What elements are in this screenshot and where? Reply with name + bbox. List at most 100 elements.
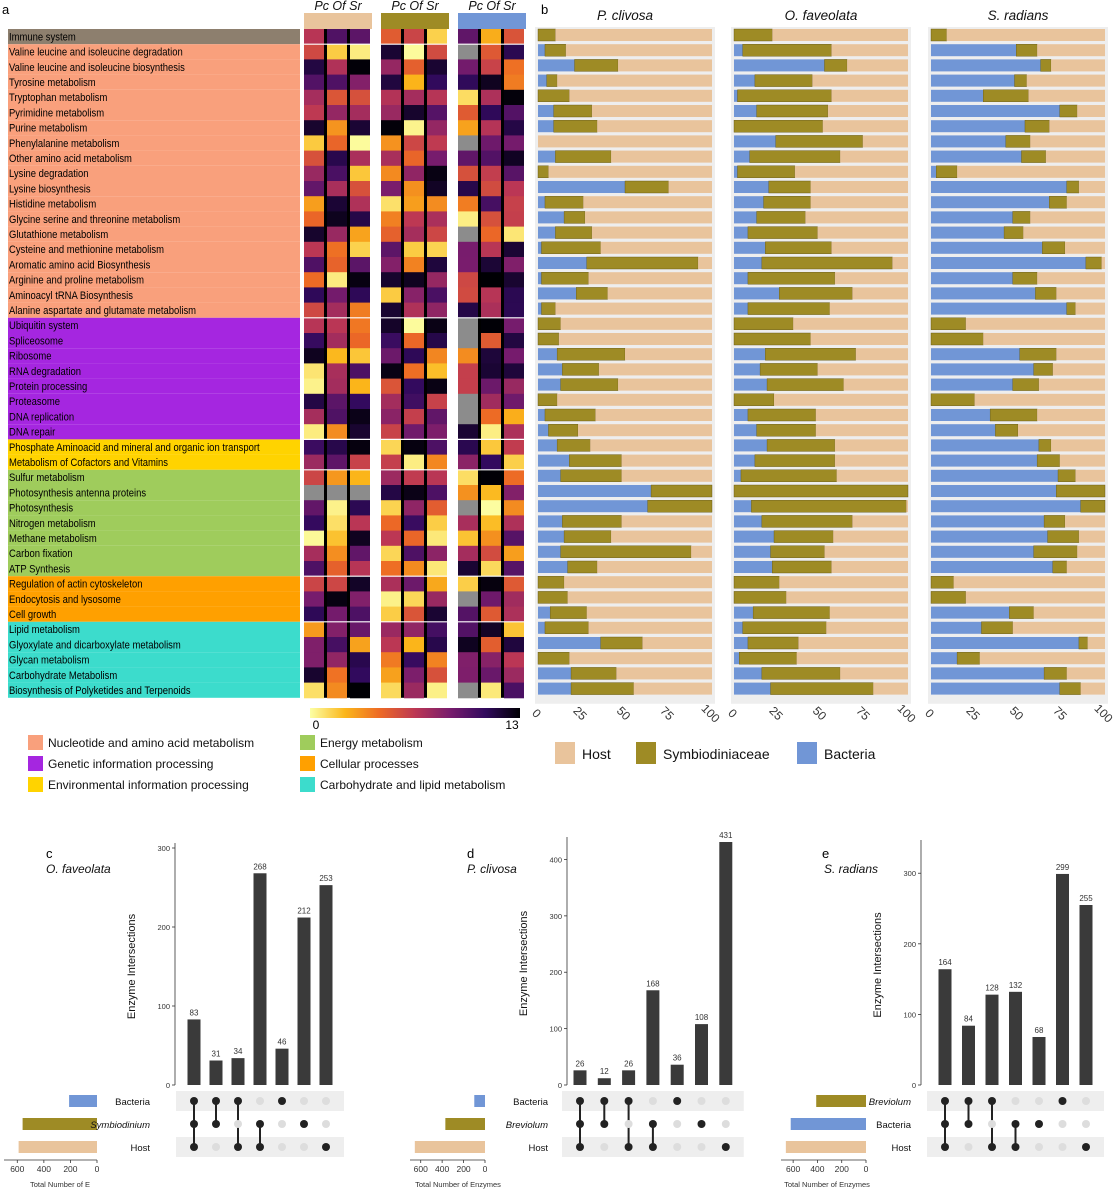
bar-bacteria bbox=[538, 409, 545, 421]
row-label: Sulfur metabolism bbox=[9, 473, 85, 485]
bar-bacteria bbox=[931, 165, 937, 178]
intersection-value-label: 168 bbox=[646, 979, 660, 988]
bar-bacteria bbox=[931, 378, 1013, 391]
matrix-dot bbox=[234, 1143, 242, 1151]
matrix-dot bbox=[322, 1097, 330, 1105]
bar-symbiodiniaceae bbox=[779, 287, 853, 300]
heatmap-cell bbox=[427, 302, 447, 319]
row-label: RNA degradation bbox=[9, 366, 81, 378]
matrix-dot bbox=[256, 1097, 264, 1105]
heatmap-cell bbox=[304, 302, 324, 319]
intersection-value-label: 12 bbox=[600, 1067, 609, 1076]
row-label: Photosynthesis antenna proteins bbox=[9, 488, 146, 500]
bar-host bbox=[600, 241, 712, 254]
bar-bacteria bbox=[931, 302, 1067, 315]
bar-bacteria bbox=[931, 439, 1039, 452]
heatmap-cell bbox=[504, 591, 524, 608]
bar-bacteria bbox=[538, 485, 652, 497]
bar-symbiodiniaceae bbox=[752, 606, 830, 619]
bar-symbiodiniaceae bbox=[733, 576, 780, 589]
heatmap-cell bbox=[504, 257, 524, 273]
bar-symbiodiniaceae bbox=[555, 226, 593, 239]
bar-symbiodiniaceae bbox=[537, 317, 561, 330]
bar-host bbox=[1038, 378, 1105, 391]
bar-bacteria bbox=[538, 74, 547, 87]
upset-title: O. faveolata bbox=[46, 862, 111, 876]
intersection-bar bbox=[622, 1070, 636, 1085]
heatmap-cell bbox=[304, 105, 324, 121]
bar-symbiodiniaceae bbox=[1080, 500, 1106, 513]
group-header-label: Pc Of Sr bbox=[391, 0, 439, 13]
matrix-dot bbox=[322, 1120, 330, 1128]
bar-host bbox=[588, 272, 712, 285]
heatmap-cell bbox=[504, 89, 524, 106]
heatmap-cell bbox=[504, 150, 524, 167]
intersection-value-label: 34 bbox=[234, 1047, 243, 1056]
bar-host bbox=[1078, 530, 1105, 543]
heatmap-cell bbox=[350, 226, 370, 243]
heatmap-cell bbox=[427, 606, 447, 623]
bar-bacteria bbox=[931, 485, 1057, 497]
bar-bacteria bbox=[734, 439, 768, 452]
heatmap-cell bbox=[458, 165, 478, 182]
bar-host bbox=[805, 211, 908, 224]
heatmap-cell bbox=[404, 59, 424, 76]
bar-symbiodiniaceae bbox=[739, 652, 797, 665]
bar-symbiodiniaceae bbox=[537, 591, 568, 604]
bar-symbiodiniaceae bbox=[1066, 180, 1080, 194]
bar-symbiodiniaceae bbox=[936, 165, 958, 179]
bar-symbiodiniaceae bbox=[544, 44, 567, 57]
heatmap-cell bbox=[504, 165, 524, 182]
bar-symbiodiniaceae bbox=[563, 530, 612, 543]
intersection-bar bbox=[573, 1070, 587, 1085]
column-divider bbox=[347, 29, 350, 698]
matrix-dot bbox=[1082, 1120, 1090, 1128]
heatmap-cell bbox=[381, 561, 401, 577]
row-label: Spliceosome bbox=[9, 336, 63, 348]
x-tick-label: 75 bbox=[853, 704, 873, 724]
intersection-value-label: 68 bbox=[1035, 1026, 1044, 1035]
heatmap-cell bbox=[504, 302, 524, 319]
heatmap-cell bbox=[304, 135, 324, 152]
heatmap-cell bbox=[381, 485, 401, 501]
heatmap-cell bbox=[381, 44, 401, 60]
panel-a-heatmap: Immune system Valine leucine and isoleuci… bbox=[8, 0, 528, 792]
row-label: Carbohydrate Metabolism bbox=[9, 670, 117, 682]
category-band bbox=[8, 135, 300, 151]
bar-symbiodiniaceae bbox=[742, 621, 827, 634]
heatmap-cell bbox=[381, 272, 401, 288]
category-band bbox=[8, 287, 300, 303]
heatmap-cell bbox=[381, 545, 401, 562]
bar-bacteria bbox=[931, 409, 991, 421]
heatmap-cell bbox=[381, 606, 401, 623]
heatmap-cell bbox=[350, 105, 370, 121]
matrix-dot bbox=[1058, 1097, 1067, 1105]
intersection-bar bbox=[1056, 873, 1069, 1085]
heatmap-cell bbox=[304, 561, 324, 577]
category-band bbox=[8, 424, 300, 440]
bar-bacteria bbox=[538, 606, 551, 619]
category-band bbox=[8, 181, 300, 197]
set-label: Bacteria bbox=[115, 1097, 151, 1108]
heatmap-cell bbox=[458, 105, 478, 121]
bar-bacteria bbox=[734, 424, 757, 437]
heatmap-cell bbox=[381, 576, 401, 592]
bar-host bbox=[953, 576, 1105, 589]
heatmap-cell bbox=[427, 485, 447, 501]
matrix-dot bbox=[278, 1143, 286, 1151]
row-label: Proteasome bbox=[9, 397, 60, 409]
category-band bbox=[8, 165, 300, 181]
bar-bacteria bbox=[734, 652, 740, 665]
bar-symbiodiniaceae bbox=[759, 363, 818, 376]
legend-swatch bbox=[28, 756, 43, 771]
row-label: Carbon fixation bbox=[9, 549, 73, 561]
category-band bbox=[8, 150, 300, 166]
heatmap-cell bbox=[504, 287, 524, 304]
heatmap-cell bbox=[427, 120, 447, 136]
bar-bacteria bbox=[734, 682, 771, 695]
bar-host bbox=[1037, 44, 1105, 57]
set-size-tick-label: 600 bbox=[786, 1164, 800, 1174]
heatmap-cell bbox=[304, 150, 324, 167]
heatmap-cell bbox=[327, 74, 347, 91]
heatmap-cell bbox=[458, 44, 478, 60]
